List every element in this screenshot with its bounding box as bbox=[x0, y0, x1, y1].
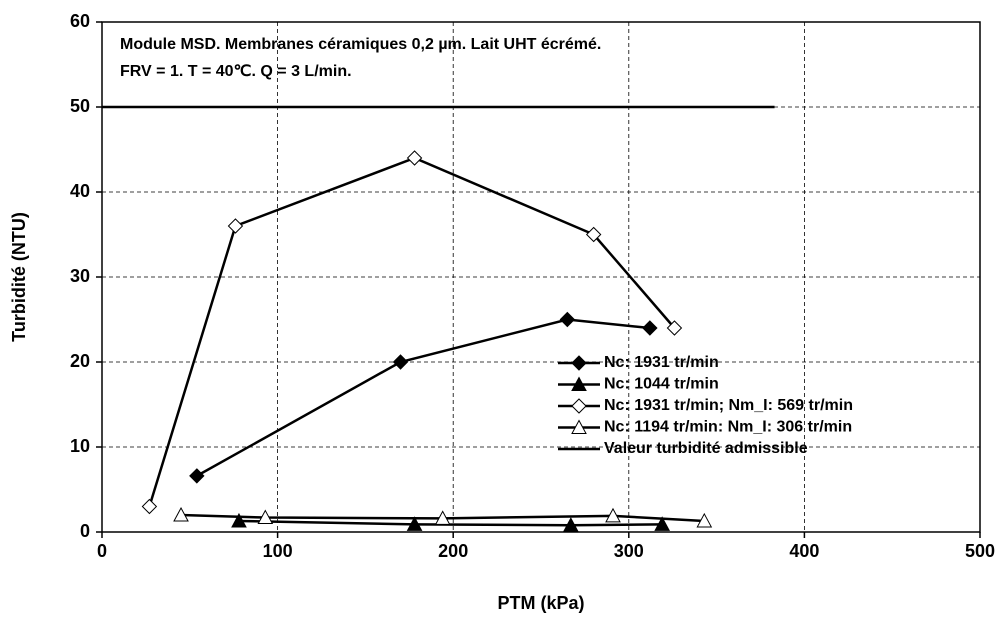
series-line bbox=[196, 318, 651, 477]
x-tick-label: 300 bbox=[614, 541, 644, 561]
marker bbox=[141, 498, 158, 515]
x-tick-label: 400 bbox=[789, 541, 819, 561]
marker bbox=[173, 506, 189, 522]
marker bbox=[654, 516, 671, 531]
legend-marker bbox=[571, 398, 587, 414]
plot-border bbox=[101, 21, 981, 533]
legend-label: Nc: 1044 tr/min bbox=[604, 376, 719, 393]
y-tick-label: 0 bbox=[80, 521, 90, 541]
x-tick-label: 500 bbox=[965, 541, 995, 561]
marker bbox=[189, 468, 205, 484]
series-line bbox=[238, 519, 663, 527]
marker bbox=[563, 517, 579, 532]
marker bbox=[642, 320, 658, 336]
annotation: Module MSD. Membranes céramiques 0,2 µm.… bbox=[120, 36, 601, 53]
marker bbox=[406, 150, 423, 166]
marker bbox=[257, 509, 274, 525]
marker bbox=[605, 507, 621, 523]
y-tick-label: 20 bbox=[70, 351, 90, 371]
x-tick-label: 200 bbox=[438, 541, 468, 561]
x-axis-label: PTM (kPa) bbox=[497, 593, 584, 613]
legend-marker bbox=[571, 419, 587, 434]
marker bbox=[406, 516, 423, 531]
y-tick-label: 60 bbox=[70, 11, 90, 31]
marker bbox=[585, 226, 602, 243]
marker bbox=[666, 320, 683, 336]
legend-label: Nc: 1194 tr/min: Nm_I: 306 tr/min bbox=[604, 419, 852, 436]
x-tick-label: 0 bbox=[97, 541, 107, 561]
annotation: FRV = 1. T = 40℃. Q = 3 L/min. bbox=[120, 63, 352, 80]
y-tick-label: 30 bbox=[70, 266, 90, 286]
marker bbox=[434, 510, 451, 525]
y-tick-label: 10 bbox=[70, 436, 90, 456]
y-axis-label: Turbidité (NTU) bbox=[9, 212, 29, 342]
legend-marker bbox=[571, 355, 587, 371]
legend-label: Nc: 1931 tr/min; Nm_I: 569 tr/min bbox=[604, 397, 853, 414]
marker bbox=[696, 512, 713, 528]
marker bbox=[392, 354, 409, 370]
y-tick-label: 50 bbox=[70, 96, 90, 116]
marker bbox=[231, 512, 247, 528]
marker bbox=[559, 311, 576, 328]
marker bbox=[227, 218, 244, 234]
legend-marker bbox=[571, 376, 587, 391]
y-tick-label: 40 bbox=[70, 181, 90, 201]
x-tick-label: 100 bbox=[263, 541, 293, 561]
legend-label: Valeur turbidité admissible bbox=[604, 440, 808, 457]
legend-label: Nc: 1931 tr/min bbox=[604, 354, 719, 371]
